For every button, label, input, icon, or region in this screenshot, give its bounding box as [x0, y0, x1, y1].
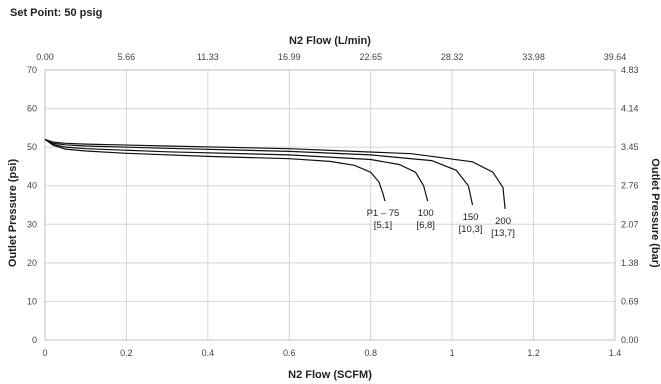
series-label-line: 200 [495, 216, 511, 227]
series-label: 100 [6,8] [416, 208, 435, 231]
x-tick-label: 1 [450, 348, 455, 358]
y-tick-label: 10 [27, 296, 37, 306]
x-tick-label: 1.4 [609, 348, 622, 358]
x-tick-label: 0.4 [202, 348, 215, 358]
series-label-line: [10,3] [459, 224, 483, 235]
series-label-line: [5,1] [374, 220, 393, 231]
y-tick-label: 20 [27, 258, 37, 268]
y2-tick-label: 2.76 [621, 181, 639, 191]
y2-tick-label: 2.07 [621, 219, 639, 229]
y2-tick-label: 4.83 [621, 65, 639, 75]
x2-tick-label: 28.32 [441, 52, 464, 62]
series-label-line: [6,8] [416, 220, 435, 231]
right-axis-title: Outlet Pressure (bar) [649, 158, 661, 268]
x2-tick-label: 22.65 [359, 52, 382, 62]
series-label-line: [13,7] [491, 228, 515, 239]
y2-tick-label: 0.69 [621, 296, 639, 306]
y-tick-label: 70 [27, 65, 37, 75]
series-labels: P1 – 75 [5,1] 100 [6,8] 150 [10,3] 200 [13,7] [367, 208, 515, 239]
y-tick-label: 50 [27, 142, 37, 152]
gridlines [45, 70, 615, 340]
y2-tick-label: 3.45 [621, 142, 639, 152]
x-tick-label: 0 [42, 348, 47, 358]
series-label-line: P1 – 75 [367, 208, 400, 219]
y2-tick-label: 1.38 [621, 258, 639, 268]
chart-title: Set Point: 50 psig [10, 7, 102, 19]
x-tick-label: 0.6 [283, 348, 296, 358]
series-label-line: 100 [418, 208, 434, 219]
top-axis-title: N2 Flow (L/min) [289, 35, 371, 47]
y2-tick-label: 4.14 [621, 104, 639, 114]
y2-tick-label: 0.00 [621, 335, 639, 345]
bottom-axis-title: N2 Flow (SCFM) [288, 369, 372, 381]
x2-tick-label: 16.99 [278, 52, 301, 62]
series-label-line: 150 [463, 212, 479, 223]
y-tick-label: 30 [27, 219, 37, 229]
x2-tick-label: 0.00 [36, 52, 54, 62]
x-tick-label: 0.8 [364, 348, 377, 358]
x2-tick-label: 5.66 [118, 52, 136, 62]
series-label: 150 [10,3] [459, 212, 483, 235]
series-line [44, 138, 474, 206]
series-line [44, 138, 506, 209]
tick-labels: 0 0.00 0.2 5.66 0.4 11.33 0.6 16.99 0.8 22.65 1 28.… [27, 52, 639, 358]
x2-tick-label: 39.64 [604, 52, 627, 62]
series-label: P1 – 75 [5,1] [367, 208, 400, 231]
plot-frame [44, 69, 616, 341]
series-line [44, 138, 386, 202]
series-label: 200 [13,7] [491, 216, 515, 239]
series-lines [44, 138, 506, 209]
y-tick-label: 40 [27, 181, 37, 191]
x2-tick-label: 11.33 [197, 52, 219, 62]
y-tick-label: 60 [27, 104, 37, 114]
x2-tick-label: 33.98 [522, 52, 545, 62]
left-axis-title: Outlet Pressure (psi) [7, 159, 19, 268]
x-tick-label: 1.2 [527, 348, 540, 358]
y-tick-label: 0 [32, 335, 37, 345]
x-tick-label: 0.2 [120, 348, 133, 358]
series-line [44, 138, 429, 202]
